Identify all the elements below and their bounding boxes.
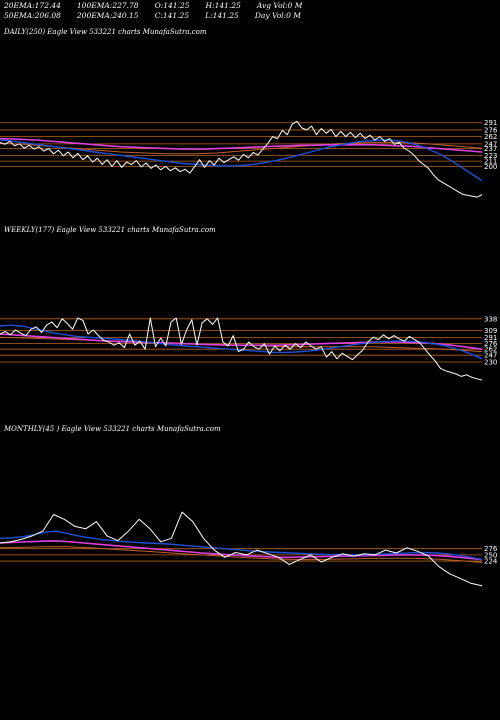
ema100-label: 100EMA: [76, 1, 113, 10]
high-value: 141.25 [214, 1, 241, 10]
open-value: 141.25 [163, 1, 190, 10]
day-vol-label: Day Vol: [254, 11, 287, 20]
weekly-level-label: 309 [484, 327, 497, 335]
ema50-label: 50EMA: [4, 11, 35, 20]
day-vol-value: 0 M [286, 11, 301, 20]
close-value: 141.25 [162, 11, 190, 20]
monthly-ema-short-line [0, 530, 483, 561]
avg-vol-value: 0 M [287, 1, 303, 10]
daily-level-label: 247 [484, 140, 497, 148]
weekly-level-label: 262 [484, 346, 497, 354]
monthly-level-label: 276 [484, 545, 498, 553]
daily-level-label: 200 [484, 163, 497, 171]
daily-price-line [0, 120, 483, 198]
header-row-1: 20EMA:172.44 100EMA:227.78 O:141.25 H:141.2… [4, 1, 302, 10]
high-label: H: [205, 1, 215, 10]
daily-ema-pink-line [0, 137, 483, 153]
daily-ema-short-line [0, 139, 483, 182]
ema50-value: 206.08 [34, 11, 61, 20]
daily-level-label: 276 [484, 126, 498, 134]
weekly-level-label: 247 [484, 352, 497, 360]
low-label: L: [205, 11, 213, 20]
daily-level-label: 211 [484, 158, 497, 166]
daily-ema-long-line [0, 141, 483, 155]
weekly-level-label: 291 [484, 334, 497, 342]
daily-level-label: 291 [484, 119, 497, 127]
monthly-level-label: 224 [484, 558, 498, 566]
weekly-price-line [0, 317, 483, 381]
ema20-value: 172.44 [34, 1, 61, 10]
monthly-ema-long-line [0, 546, 483, 563]
daily-level-label: 223 [484, 152, 497, 160]
daily-level-label: 262 [484, 133, 497, 141]
weekly-chart-title: WEEKLY(177) Eagle View 533221 charts Mun… [4, 226, 216, 234]
monthly-level-label: 250 [484, 551, 497, 559]
ema200-value: 240.15 [112, 11, 139, 20]
low-value: 141.25 [212, 11, 239, 20]
header-row-2: 50EMA:206.08 200EMA:240.15 C:141.25 L:141.2… [4, 11, 301, 20]
weekly-level-label: 276 [484, 340, 498, 348]
ema200-label: 200EMA: [76, 11, 113, 20]
weekly-level-label: 230 [484, 359, 497, 367]
monthly-price-line [0, 511, 483, 587]
daily-chart-title: DAILY(250) Eagle View 533221 charts Muna… [4, 28, 207, 36]
ema100-value: 227.78 [112, 1, 139, 10]
open-label: O: [154, 1, 164, 10]
weekly-ema-pink-line [0, 333, 483, 350]
monthly-chart-title: MONTHLY(45 ) Eagle View 533221 charts Mu… [4, 425, 221, 433]
avg-vol-label: Avg Vol: [256, 1, 288, 10]
monthly-ema-pink-line [0, 540, 483, 561]
weekly-level-label: 338 [484, 315, 497, 323]
ema20-label: 20EMA: [4, 1, 35, 10]
daily-level-label: 237 [484, 145, 497, 153]
close-label: C: [154, 11, 163, 20]
